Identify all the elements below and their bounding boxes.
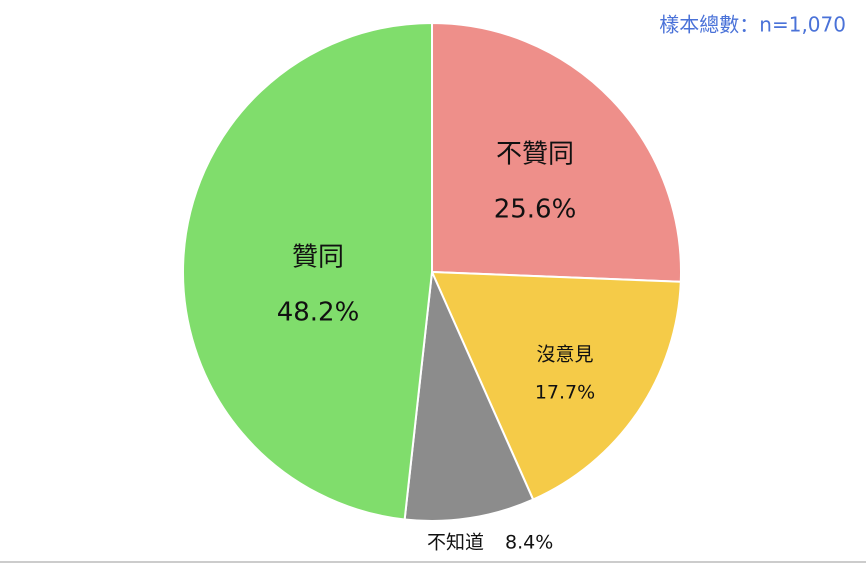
slice-value-label: 17.7% (535, 382, 595, 404)
pie-slice (403, 268, 535, 522)
chart-subtitle: 樣本總數：n=1,070 (659, 13, 846, 37)
slice-value-label: 25.6% (494, 195, 577, 225)
pie-slice (430, 270, 682, 501)
slice-label: 贊同 (292, 243, 344, 273)
slice-value-label: 48.2% (277, 298, 360, 328)
slice-label: 不贊同 (496, 140, 574, 170)
slice-value-label: 8.4% (505, 532, 553, 554)
slice-label: 沒意見 (536, 344, 593, 366)
pie-slice (182, 21, 433, 521)
slice-label: 不知道 (427, 532, 484, 554)
pie-slice (431, 21, 682, 283)
